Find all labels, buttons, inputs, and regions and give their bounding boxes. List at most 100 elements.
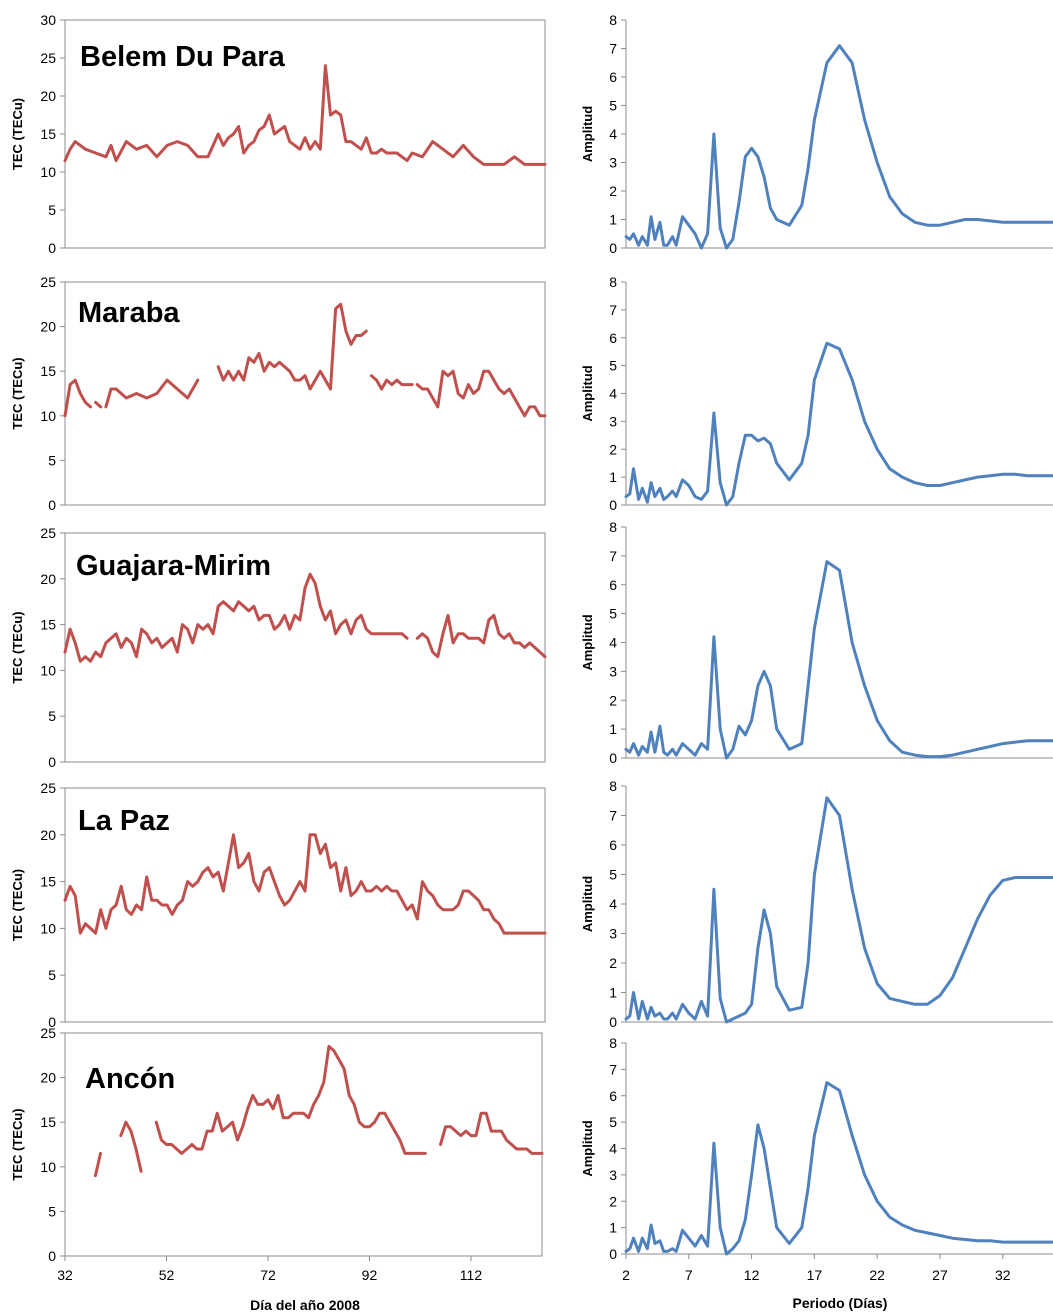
tec-series-line (94, 400, 103, 409)
y-tick-label: 25 (40, 780, 56, 796)
y-tick-label: 5 (609, 358, 617, 374)
y-tick-label: 3 (609, 1167, 617, 1183)
y-tick-label: 0 (609, 1014, 617, 1030)
y-tick-label: 1 (609, 212, 617, 228)
plot-frame (64, 787, 546, 1023)
y-tick-label: 0 (609, 497, 617, 513)
y-tick-label: 8 (609, 274, 617, 290)
y-tick-label: 7 (609, 548, 617, 564)
y-tick-label: 5 (609, 867, 617, 883)
y-axis-label: TEC (TECu) (10, 1108, 25, 1180)
y-tick-label: 4 (609, 896, 617, 912)
y-axis-label: TEC (TECu) (10, 869, 25, 941)
y-tick-label: 3 (609, 926, 617, 942)
y-tick-label: 0 (48, 1248, 56, 1264)
y-tick-label: 20 (40, 1070, 56, 1086)
spectrum-series-line (624, 1081, 1053, 1256)
y-tick-label: 7 (609, 41, 617, 57)
y-tick-label: 4 (609, 126, 617, 142)
y-tick-label: 6 (609, 577, 617, 593)
y-tick-label: 0 (48, 1014, 56, 1030)
y-tick-label: 5 (609, 98, 617, 114)
tec-series-line (63, 378, 92, 418)
y-tick-label: 8 (609, 778, 617, 794)
y-tick-label: 5 (48, 708, 56, 724)
y-tick-label: 2 (609, 955, 617, 971)
station-label: Guajara-Mirim (76, 550, 271, 582)
plot-frame (64, 281, 546, 506)
y-tick-label: 15 (40, 126, 56, 142)
x-tick-label: 32 (57, 1267, 73, 1283)
tec-series-line (104, 378, 200, 409)
spectrum-series-line (624, 796, 1053, 1024)
y-tick-label: 7 (609, 808, 617, 824)
tec-series-line (369, 374, 414, 391)
y-tick-label: 10 (40, 164, 56, 180)
tec-series-line (439, 1111, 544, 1155)
tec-series-line (216, 302, 368, 391)
y-tick-label: 7 (609, 1061, 617, 1077)
y-tick-label: 0 (609, 750, 617, 766)
y-tick-label: 0 (48, 497, 56, 513)
y-tick-label: 2 (609, 1193, 617, 1209)
y-tick-label: 7 (609, 302, 617, 318)
y-axis-label: Amplitud (580, 365, 595, 421)
y-tick-label: 30 (40, 12, 56, 28)
y-axis-label: Amplitud (580, 1120, 595, 1176)
y-tick-label: 0 (609, 240, 617, 256)
y-tick-label: 20 (40, 319, 56, 335)
y-tick-label: 2 (609, 183, 617, 199)
y-tick-label: 5 (609, 1114, 617, 1130)
y-tick-label: 4 (609, 1141, 617, 1157)
x-tick-label: 2 (622, 1267, 630, 1283)
y-tick-label: 6 (609, 837, 617, 853)
y-axis-label: Amplitud (580, 614, 595, 670)
y-tick-label: 0 (48, 754, 56, 770)
y-tick-label: 5 (48, 202, 56, 218)
x-tick-label: 7 (685, 1267, 693, 1283)
y-tick-label: 15 (40, 363, 56, 379)
x-tick-label: 112 (460, 1267, 483, 1283)
spectrum-series-line (624, 560, 1053, 760)
y-tick-label: 20 (40, 827, 56, 843)
station-label: La Paz (78, 805, 170, 837)
y-tick-label: 2 (609, 441, 617, 457)
y-tick-label: 0 (609, 1246, 617, 1262)
y-tick-label: 4 (609, 386, 617, 402)
tec-series-line (415, 613, 547, 659)
station-label: Ancón (85, 1063, 175, 1095)
y-tick-label: 8 (609, 519, 617, 535)
y-tick-label: 1 (609, 1220, 617, 1236)
y-tick-label: 5 (48, 452, 56, 468)
y-tick-label: 25 (40, 525, 56, 541)
tec-series-line (119, 1120, 143, 1173)
y-tick-label: 5 (48, 1203, 56, 1219)
y-tick-label: 6 (609, 69, 617, 85)
y-tick-label: 15 (40, 617, 56, 633)
x-tick-label: 92 (362, 1267, 378, 1283)
y-tick-label: 3 (609, 413, 617, 429)
y-tick-label: 10 (40, 1159, 56, 1175)
x-axis-label-left: Día del año 2008 (250, 1297, 360, 1313)
y-tick-label: 8 (609, 1035, 617, 1051)
y-tick-label: 5 (48, 967, 56, 983)
spectrum-series-line (624, 44, 1053, 250)
tec-series-line (93, 1151, 102, 1178)
y-axis-label: Amplitud (580, 876, 595, 932)
x-tick-label: 22 (869, 1267, 885, 1283)
y-tick-label: 6 (609, 330, 617, 346)
y-tick-label: 1 (609, 469, 617, 485)
y-axis-label: Amplitud (580, 106, 595, 162)
y-tick-label: 8 (609, 12, 617, 28)
x-tick-label: 72 (260, 1267, 276, 1283)
y-tick-label: 20 (40, 88, 56, 104)
y-tick-label: 0 (48, 240, 56, 256)
y-tick-label: 10 (40, 662, 56, 678)
y-tick-label: 10 (40, 408, 56, 424)
y-tick-label: 3 (609, 155, 617, 171)
y-axis-label: TEC (TECu) (10, 611, 25, 683)
y-tick-label: 20 (40, 571, 56, 587)
y-tick-label: 15 (40, 874, 56, 890)
x-tick-label: 17 (807, 1267, 823, 1283)
tec-series-line (63, 572, 409, 663)
